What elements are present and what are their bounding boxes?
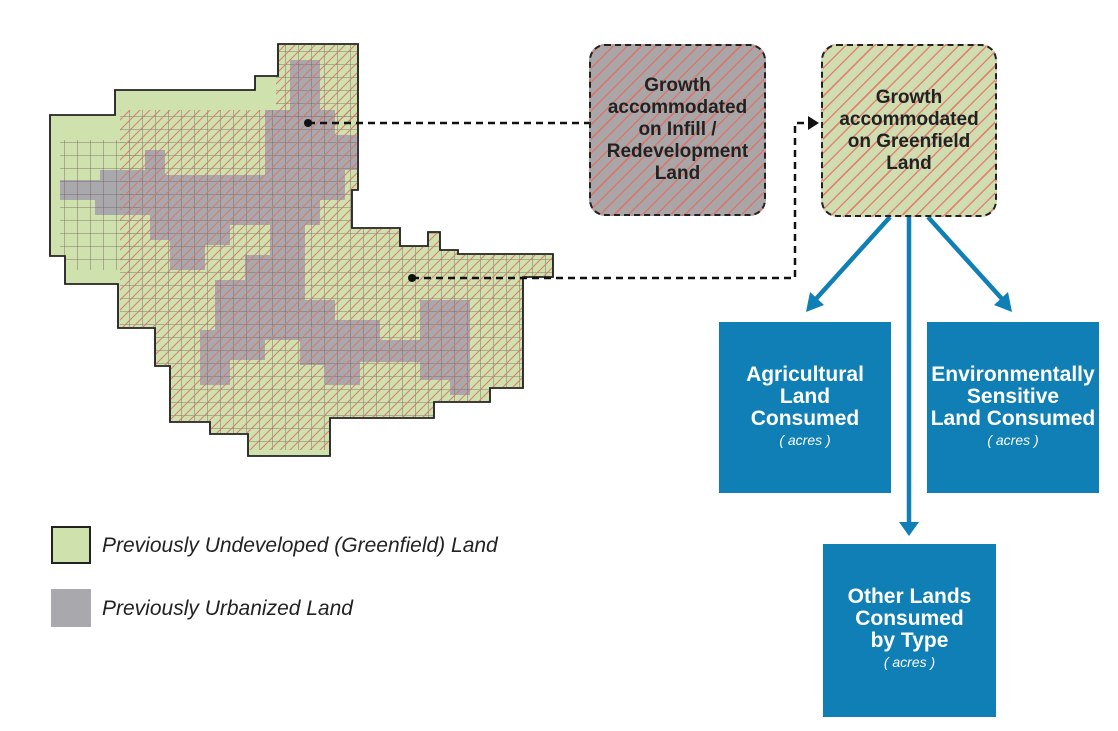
environmental-line3: Land Consumed (930, 407, 1096, 430)
greenfield-growth-line3: on Greenfield (847, 131, 971, 152)
connector-greenfield (408, 116, 819, 282)
infill-growth-line2: accommodated (607, 97, 748, 118)
outcome-arrows (806, 215, 1012, 536)
other-line3: by Type (870, 629, 949, 652)
legend-greenfield-label: Previously Undeveloped (Greenfield) Land (102, 534, 498, 557)
greenfield-growth-line1: Growth (875, 87, 943, 108)
arrowhead-agricultural (806, 292, 824, 312)
arrow-to-environmental (926, 215, 1005, 302)
infill-growth-line3: on Infill / (638, 119, 717, 140)
legend-urbanized-label: Previously Urbanized Land (102, 597, 353, 620)
infill-growth-box: Growth accommodated on Infill / Redevelo… (589, 44, 766, 216)
connector-infill (304, 119, 589, 127)
infill-growth-line5: Land (654, 163, 701, 184)
arrowhead-environmental (994, 292, 1012, 312)
greenfield-growth-box: Growth accommodated on Greenfield Land (821, 44, 997, 217)
infill-growth-line4: Redevelopment (606, 141, 749, 162)
greenfield-dashed-connector (412, 121, 808, 280)
other-lands-box: Other Lands Consumed by Type ( acres ) (823, 544, 996, 717)
environmental-line1: Environmentally (931, 363, 1095, 386)
legend-urbanized-swatch (51, 589, 91, 627)
agricultural-line2: Land (779, 385, 831, 408)
hatch-overlay (120, 110, 553, 450)
agricultural-line1: Agricultural (746, 363, 864, 386)
greenfield-growth-line4: Land (886, 153, 932, 174)
study-area-map (49, 43, 554, 457)
arrowhead-other (899, 522, 919, 536)
agricultural-line3: Consumed (750, 407, 860, 430)
greenfield-growth-line2: accommodated (839, 109, 979, 130)
hatch-overlay-north (276, 44, 360, 124)
other-unit: ( acres ) (883, 654, 936, 670)
other-line1: Other Lands (847, 585, 972, 608)
infill-growth-line1: Growth (644, 75, 711, 96)
environmental-unit: ( acres ) (987, 432, 1039, 448)
environmental-land-box: Environmentally Sensitive Land Consumed … (927, 322, 1099, 493)
arrow-to-agricultural (813, 215, 892, 302)
environmental-line2: Sensitive (966, 385, 1060, 408)
agricultural-unit: ( acres ) (779, 432, 831, 448)
other-line2: Consumed (855, 607, 964, 630)
greenfield-arrowhead (808, 116, 819, 130)
region-outline (49, 43, 554, 457)
legend-greenfield-swatch (51, 526, 91, 564)
agricultural-land-box: Agricultural Land Consumed ( acres ) (719, 322, 891, 493)
